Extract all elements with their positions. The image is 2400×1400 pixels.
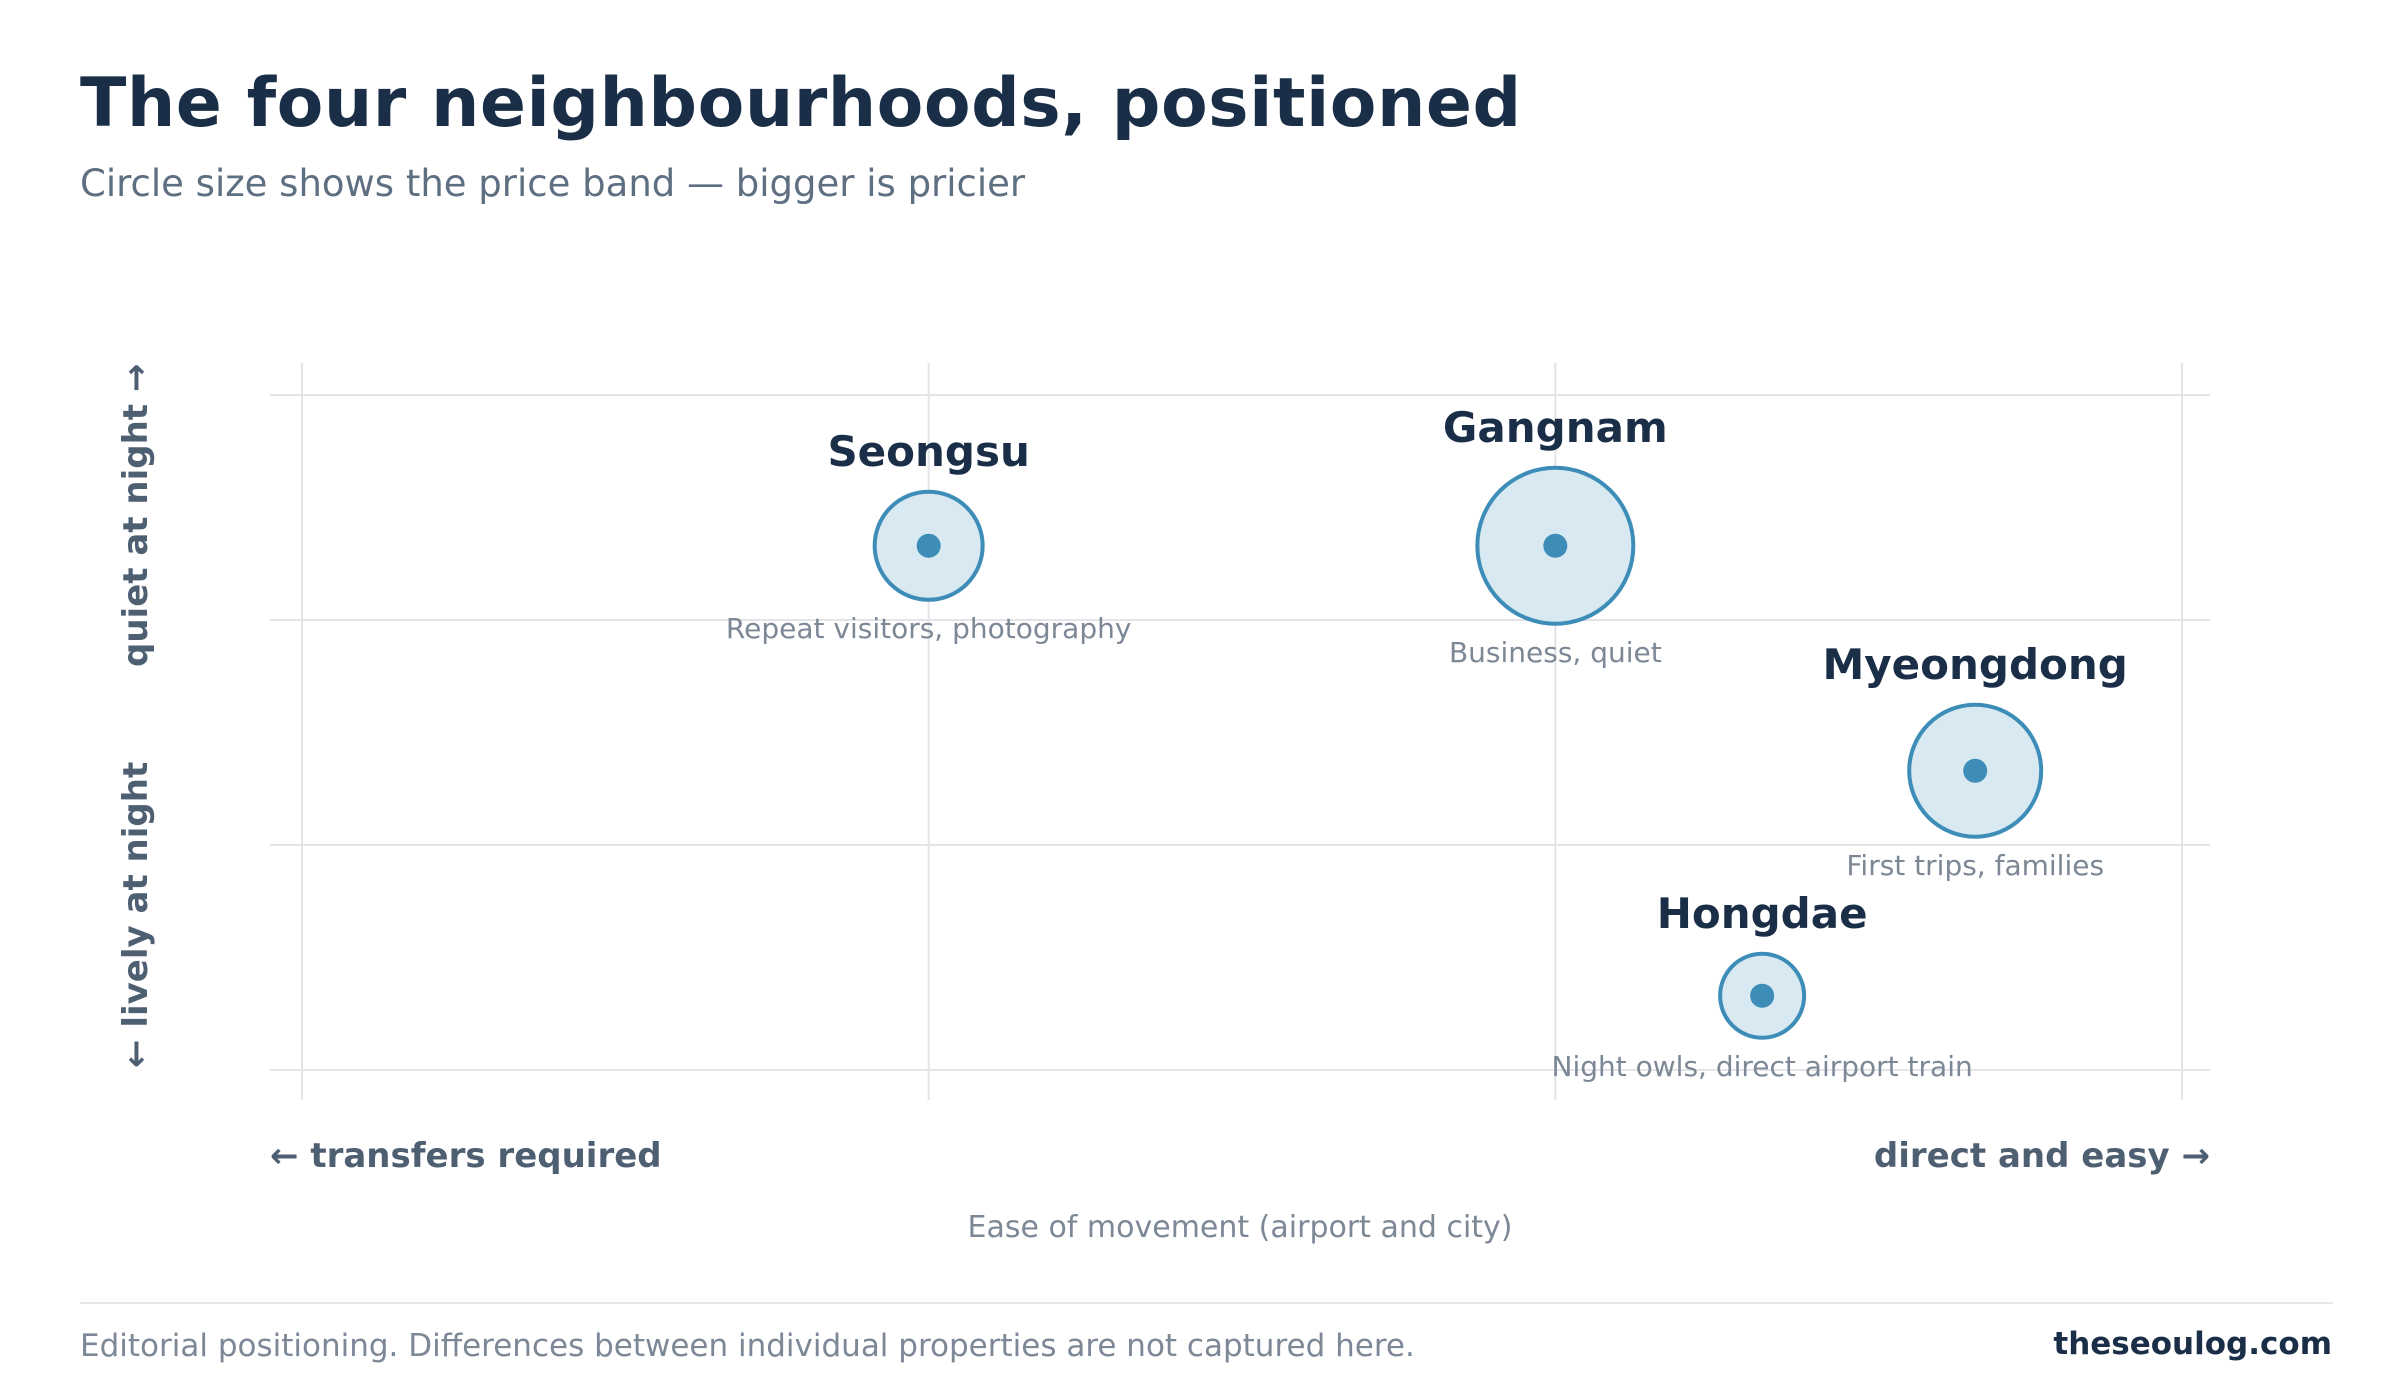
chart-subtitle: Circle size shows the price band — bigge… xyxy=(80,162,1026,205)
brand-link[interactable]: theseoulog.com xyxy=(2053,1326,2332,1362)
point-note-label: Repeat visitors, photography xyxy=(726,612,1131,645)
point-name-label: Hongdae xyxy=(1657,889,1868,938)
bubble-center-dot xyxy=(1750,983,1775,1008)
x-axis-title: Ease of movement (airport and city) xyxy=(967,1210,1512,1245)
footnote: Editorial positioning. Differences betwe… xyxy=(80,1328,1415,1364)
point-name-label: Myeongdong xyxy=(1823,640,2128,689)
point-name-label: Gangnam xyxy=(1443,403,1668,452)
bubble-center-dot xyxy=(916,533,941,558)
x-axis-high-label: direct and easy → xyxy=(1874,1136,2210,1176)
positioning-chart: ← transfers required direct and easy → E… xyxy=(116,363,2210,1245)
point-gangnam: Gangnam Business, quiet xyxy=(1443,403,1668,669)
axes: ← transfers required direct and easy → E… xyxy=(116,364,2210,1245)
chart-title: The four neighbourhoods, positioned xyxy=(80,64,1522,143)
point-note-label: Business, quiet xyxy=(1449,636,1662,669)
y-axis-low-label: ← lively at night xyxy=(116,762,156,1068)
bubble-center-dot xyxy=(1963,758,1988,783)
point-name-label: Seongsu xyxy=(827,427,1029,476)
footer-divider xyxy=(80,1302,2333,1304)
data-points: Seongsu Repeat visitors, photography Gangn… xyxy=(726,403,2128,1083)
point-myeongdong: Myeongdong First trips, families xyxy=(1823,640,2128,882)
point-note-label: Night owls, direct airport train xyxy=(1552,1050,1973,1083)
y-axis-high-label: quiet at night → xyxy=(116,364,156,667)
grid xyxy=(270,363,2210,1100)
bubble-center-dot xyxy=(1543,533,1568,558)
point-note-label: First trips, families xyxy=(1846,849,2104,882)
x-axis-low-label: ← transfers required xyxy=(270,1136,662,1176)
point-hongdae: Hongdae Night owls, direct airport train xyxy=(1552,889,1973,1083)
point-seongsu: Seongsu Repeat visitors, photography xyxy=(726,427,1131,645)
